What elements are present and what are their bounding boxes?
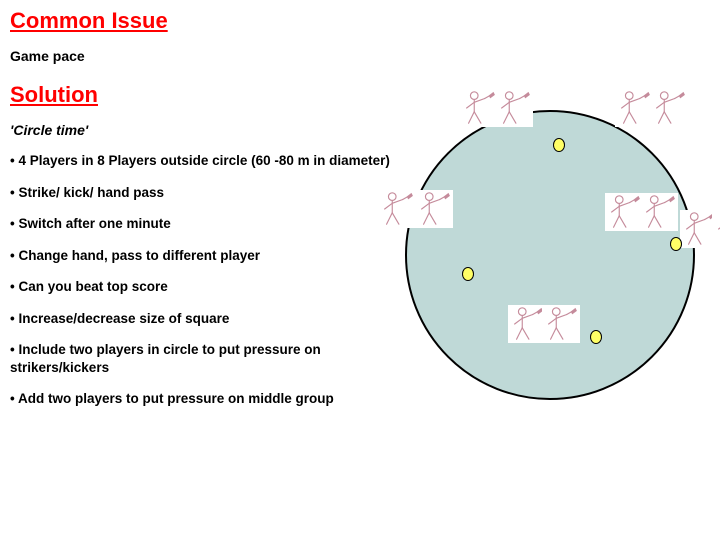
solution-title: Solution xyxy=(10,82,400,108)
player-icon xyxy=(508,305,546,343)
bullet-item: • Increase/decrease size of square xyxy=(10,310,400,328)
player-icon xyxy=(415,190,453,228)
player-icon xyxy=(712,210,720,248)
drill-circle xyxy=(405,110,695,400)
cone-marker xyxy=(462,267,474,281)
bullet-item: • 4 Players in 8 Players outside circle … xyxy=(10,152,400,170)
cone-marker xyxy=(590,330,602,344)
bullet-item: • Add two players to put pressure on mid… xyxy=(10,390,400,408)
player-icon xyxy=(542,305,580,343)
player-icon xyxy=(495,89,533,127)
player-icon xyxy=(460,89,498,127)
cone-marker xyxy=(670,237,682,251)
bullet-item: • Can you beat top score xyxy=(10,278,400,296)
bullet-item: • Switch after one minute xyxy=(10,215,400,233)
cone-marker xyxy=(553,138,565,152)
text-column: Common Issue Game pace Solution 'Circle … xyxy=(10,8,400,422)
solution-subtitle: 'Circle time' xyxy=(10,122,400,138)
player-icon xyxy=(615,89,653,127)
issue-subtitle: Game pace xyxy=(10,48,400,64)
drill-diagram xyxy=(390,95,710,415)
issue-title: Common Issue xyxy=(10,8,400,34)
bullet-item: • Include two players in circle to put p… xyxy=(10,341,400,376)
player-icon xyxy=(650,89,688,127)
bullet-item: • Change hand, pass to different player xyxy=(10,247,400,265)
player-icon xyxy=(640,193,678,231)
player-icon xyxy=(378,190,416,228)
bullet-item: • Strike/ kick/ hand pass xyxy=(10,184,400,202)
player-icon xyxy=(605,193,643,231)
